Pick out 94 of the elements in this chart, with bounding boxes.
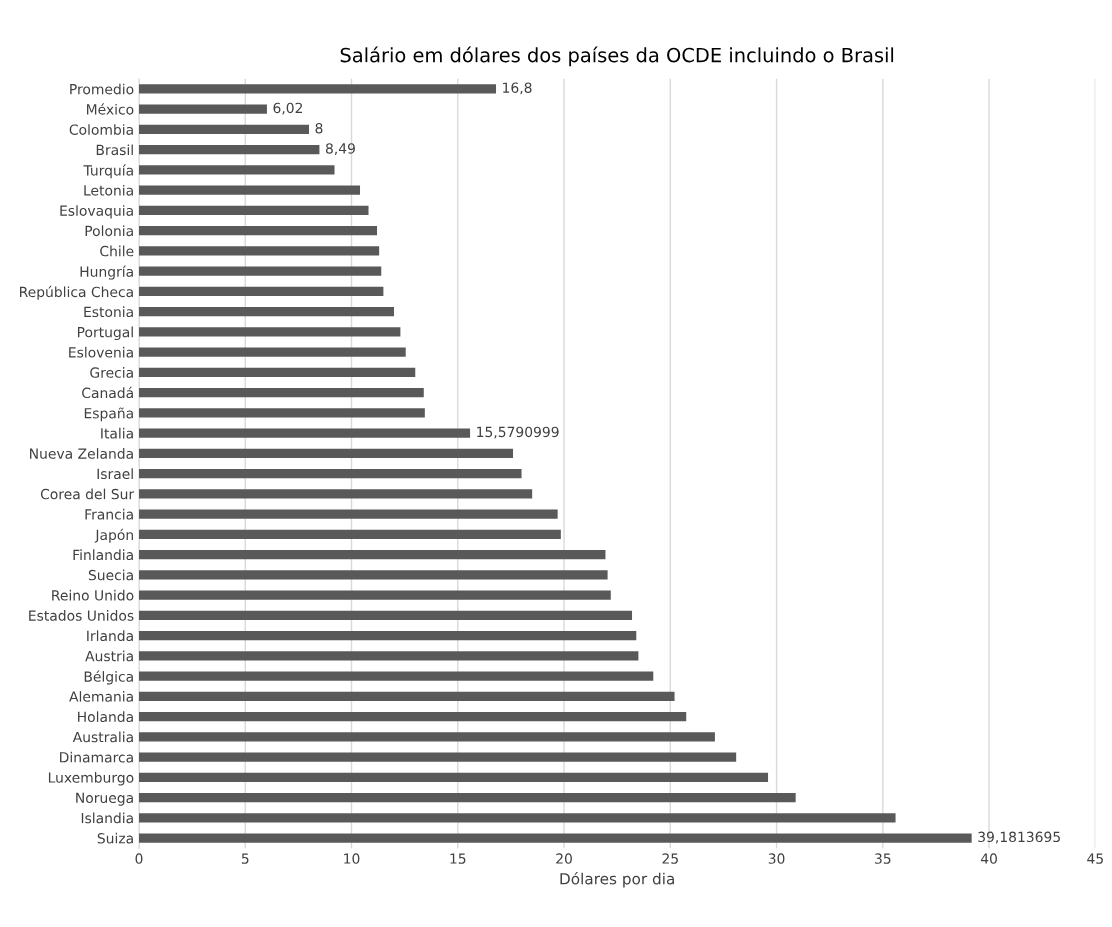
- bar: [139, 590, 611, 600]
- y-tick-label: Corea del Sur: [40, 488, 135, 500]
- bar: [139, 651, 639, 661]
- bar: [139, 347, 406, 357]
- y-tick-label: Reino Unido: [52, 589, 134, 601]
- y-tick-label: Estados Unidos: [29, 610, 134, 621]
- y-tick-label: Dinamarca: [60, 751, 133, 763]
- x-tick-label: 0: [135, 853, 143, 864]
- y-tick-label: Austria: [85, 650, 133, 662]
- y-tick-label: Nueva Zelanda: [30, 448, 133, 459]
- y-tick-label: Turquía: [83, 164, 133, 179]
- bar: [139, 205, 369, 215]
- data-label: 16,8: [503, 82, 532, 95]
- bar: [139, 631, 637, 641]
- y-tick-label: México: [87, 103, 134, 115]
- y-tick-label: Canadá: [82, 386, 133, 399]
- bar: [139, 307, 395, 317]
- x-tick-label: 25: [662, 853, 678, 864]
- y-tick-label: República Checa: [20, 285, 133, 300]
- bar: [139, 428, 471, 438]
- y-tick-label: Promedio: [70, 83, 134, 95]
- bar: [139, 712, 687, 722]
- x-tick-label: 30: [768, 853, 785, 864]
- x-tick-label: 35: [875, 853, 891, 864]
- data-label: 8,49: [325, 143, 355, 156]
- bar: [139, 408, 425, 418]
- y-tick-label: Colombia: [69, 124, 133, 135]
- bar: [139, 367, 416, 377]
- y-tick-label: Japón: [94, 528, 133, 543]
- x-tick-label: 5: [241, 853, 249, 864]
- data-label: 15,5790999: [477, 426, 559, 439]
- bar: [139, 327, 401, 337]
- y-tick-label: Hungría: [80, 265, 133, 280]
- bar: [139, 752, 737, 762]
- bar: [139, 793, 796, 803]
- bar: [139, 124, 310, 134]
- y-tick-label: Islandia: [81, 812, 133, 824]
- y-tick-label: Francia: [85, 508, 133, 520]
- bar: [139, 226, 378, 236]
- x-axis-title: Dólares por dia: [560, 872, 674, 888]
- bar: [139, 388, 424, 398]
- bar: [139, 286, 384, 296]
- y-tick-label: Luxemburgo: [48, 772, 134, 786]
- y-tick-label: Eslovenia: [69, 346, 133, 358]
- y-tick-label: Italia: [101, 427, 133, 439]
- data-label: 6,02: [273, 102, 303, 115]
- bar: [139, 833, 972, 843]
- chart-title: Salário em dólares dos países da OCDE incluindo o Brasil: [340, 46, 894, 67]
- y-tick-label: Bélgica: [84, 670, 133, 685]
- bar: [139, 772, 769, 782]
- bar: [139, 104, 267, 114]
- bar: [139, 185, 361, 195]
- y-tick-label: Polonia: [85, 225, 133, 237]
- bar: [139, 732, 715, 742]
- bar: [139, 691, 675, 701]
- bar: [139, 145, 320, 155]
- bar: [139, 246, 380, 256]
- bar: [139, 84, 497, 94]
- y-tick-label: Suiza: [97, 832, 133, 844]
- data-label: 39,1813695: [978, 831, 1060, 844]
- y-tick-label: Chile: [100, 245, 134, 257]
- data-label: 8: [315, 122, 323, 134]
- y-tick-label: Alemania: [69, 691, 133, 702]
- x-tick-label: 15: [450, 853, 466, 864]
- bar: [139, 509, 558, 519]
- bar: [139, 448, 514, 458]
- y-tick-label: Israel: [97, 468, 133, 480]
- y-tick-label: Letonia: [84, 184, 133, 196]
- y-tick-label: Suecia: [88, 569, 133, 581]
- y-tick-label: España: [84, 407, 133, 422]
- x-tick-label: 45: [1087, 853, 1103, 864]
- y-tick-label: Noruega: [76, 792, 133, 806]
- bar: [139, 469, 522, 479]
- y-tick-label: Irlanda: [87, 630, 133, 642]
- bar: [139, 266, 382, 276]
- x-tick-label: 10: [344, 853, 360, 864]
- bar: [139, 529, 561, 539]
- bar: [139, 165, 335, 175]
- y-tick-label: Finlandia: [73, 549, 133, 561]
- x-tick-label: 20: [556, 853, 572, 864]
- bar: [139, 570, 608, 580]
- y-tick-label: Portugal: [77, 326, 133, 341]
- bar: [139, 550, 606, 560]
- y-tick-label: Grecia: [90, 367, 133, 378]
- bar: [139, 813, 896, 823]
- y-tick-label: Holanda: [78, 711, 133, 723]
- y-tick-label: Eslovaquia: [60, 205, 133, 219]
- bar: [139, 610, 633, 620]
- y-tick-label: Australia: [72, 731, 133, 743]
- bar: [139, 671, 654, 681]
- x-tick-label: 40: [980, 853, 997, 864]
- bar: [139, 489, 533, 499]
- y-tick-label: Estonia: [84, 306, 133, 318]
- y-tick-label: Brasil: [96, 144, 133, 156]
